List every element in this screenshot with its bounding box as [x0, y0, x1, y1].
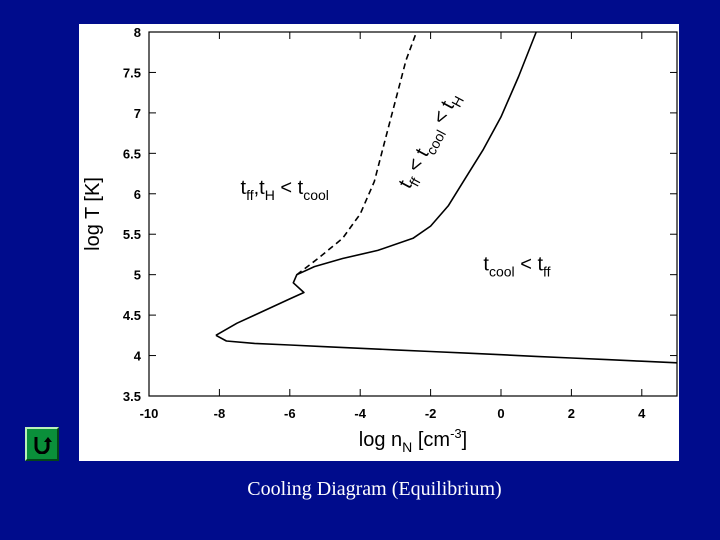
x-axis-label-unit-suffix: ]	[462, 429, 468, 451]
y-tick-label: 3.5	[123, 389, 141, 404]
series-line-3-dashed	[296, 31, 418, 276]
annotation-part: ff	[543, 264, 551, 280]
y-tick-label: 5.5	[123, 227, 141, 242]
x-tick-label: -4	[354, 406, 366, 421]
y-tick-label: 7	[134, 106, 141, 121]
plot-frame	[148, 31, 678, 397]
series-line-1-solid	[215, 31, 537, 336]
annotation-part: cool	[303, 187, 329, 203]
series-line-2-solid	[215, 334, 678, 364]
y-tick-label: 6	[134, 187, 141, 202]
cooling-diagram-chart: -10 -8 -6 -4 -2 0 2 4 3.5 4 4.5 5 5.5 6 6.5 7 7.5 8 log T …	[82, 25, 678, 455]
annotation-part: t	[483, 254, 489, 276]
x-tick-label: 2	[568, 406, 575, 421]
y-tick-label: 7.5	[123, 65, 141, 80]
region-annotation-2: tcool < tff	[483, 254, 550, 280]
annotation-part: ,t	[254, 177, 266, 199]
y-tick-label: 6.5	[123, 146, 141, 161]
region-annotation-1: tff,tH < tcool	[241, 177, 329, 203]
slide-caption: Cooling Diagram (Equilibrium)	[247, 478, 502, 500]
x-axis-label-unit-sup: -3	[450, 426, 462, 441]
x-tick-label: -10	[140, 406, 159, 421]
annotation-part: ff	[246, 187, 254, 203]
annotation-part: t	[241, 177, 247, 199]
back-button[interactable]	[25, 427, 59, 461]
u-turn-return-icon	[34, 437, 52, 454]
x-axis-label-unit-prefix: [cm	[412, 429, 450, 451]
x-tick-label: 4	[638, 406, 646, 421]
y-axis-label: log T [K]	[82, 177, 104, 251]
y-tick-label: 5	[134, 268, 141, 283]
y-tick-label: 8	[134, 25, 141, 40]
y-tick-label: 4	[134, 349, 142, 364]
y-tick-label: 4.5	[123, 308, 141, 323]
axes: -10 -8 -6 -4 -2 0 2 4 3.5 4 4.5 5 5.5 6 6.5 7 7.5 8 log T …	[82, 25, 678, 455]
x-axis-label: log nN [cm-3]	[359, 426, 467, 455]
annotation-part: cool	[489, 264, 515, 280]
x-tick-label: -6	[284, 406, 296, 421]
annotation-part: < t	[275, 177, 304, 199]
region-annotation-3: tff < tcool < tH	[394, 88, 467, 193]
x-axis-label-main: log n	[359, 429, 402, 451]
series-layer	[215, 31, 678, 364]
annotation-part: < t	[515, 254, 544, 276]
x-tick-label: 0	[497, 406, 504, 421]
x-tick-label: -8	[214, 406, 226, 421]
x-tick-label: -2	[425, 406, 437, 421]
chart-panel: -10 -8 -6 -4 -2 0 2 4 3.5 4 4.5 5 5.5 6 6.5 7 7.5 8 log T …	[79, 24, 679, 461]
annotation-part: H	[265, 187, 275, 203]
x-axis-label-sub: N	[402, 439, 412, 455]
